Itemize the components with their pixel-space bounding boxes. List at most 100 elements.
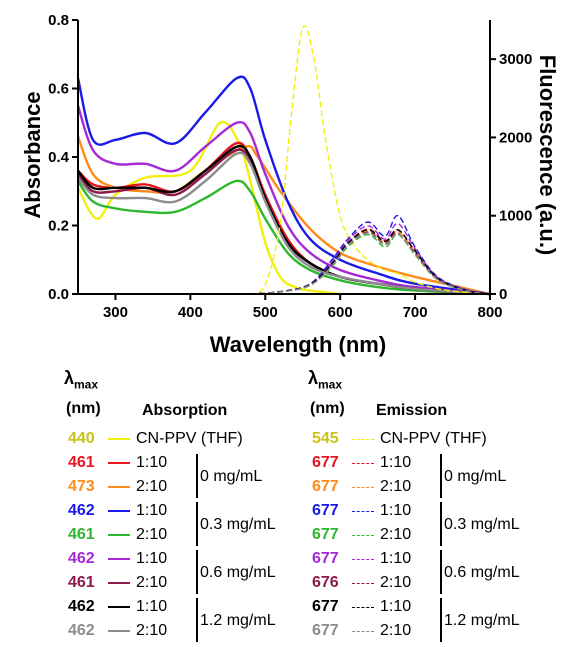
ratio-label: 1:10 bbox=[380, 598, 412, 615]
legend-swatch bbox=[352, 438, 374, 440]
concentration-label: 0.3 mg/mL bbox=[200, 516, 276, 533]
absorption-legend-row: 461 2:10 bbox=[68, 524, 170, 546]
legend-swatch bbox=[352, 510, 374, 512]
legend-swatch bbox=[352, 582, 374, 584]
ratio-label: 2:10 bbox=[136, 622, 168, 639]
y-right-tick-label-1: 1000 bbox=[499, 208, 532, 225]
max-subscript: max bbox=[318, 377, 343, 392]
concentration-label: 0.6 mg/mL bbox=[444, 564, 520, 581]
lambda-max-value: 461 bbox=[68, 454, 95, 471]
ratio-label: CN-PPV (THF) bbox=[380, 430, 487, 447]
y-right-tick-label-2: 2000 bbox=[499, 129, 532, 146]
concentration-label: 0.6 mg/mL bbox=[200, 564, 276, 581]
group-bracket bbox=[196, 454, 198, 498]
absorption-legend-row: 462 2:10 bbox=[68, 620, 170, 642]
lambda-max-value: 462 bbox=[68, 598, 95, 615]
absorption-title: Absorption bbox=[142, 402, 228, 419]
absorption-line-5 bbox=[76, 105, 491, 296]
legend-swatch bbox=[108, 606, 130, 608]
lambda-max-value: 461 bbox=[68, 574, 95, 591]
plot-area: 300 400 500 600 700 800 0.0 0.2 0.4 0.6 0.8 0 1000 20… bbox=[48, 12, 532, 321]
legend-swatch bbox=[108, 558, 130, 560]
legend-swatch bbox=[108, 462, 130, 464]
em-nm-label: (nm) bbox=[310, 400, 345, 417]
absorption-line-6 bbox=[77, 148, 491, 296]
absorption-legend-row: 462 1:10 bbox=[68, 500, 170, 522]
concentration-label: 0 mg/mL bbox=[200, 468, 263, 485]
x-axis-title: Wavelength (nm) bbox=[210, 332, 386, 357]
legend-swatch bbox=[108, 486, 130, 488]
emission-legend-row: 677 2:10 bbox=[312, 620, 414, 642]
absorption-legend-row: 461 1:10 bbox=[68, 452, 170, 474]
group-bracket bbox=[440, 502, 442, 546]
legend-swatch bbox=[108, 630, 130, 632]
x-tick-label-1: 400 bbox=[178, 304, 203, 321]
ratio-label: 2:10 bbox=[380, 574, 412, 591]
lambda-max-value: 440 bbox=[68, 430, 95, 447]
lambda-symbol: λ bbox=[64, 368, 75, 388]
emission-legend-row: 677 1:10 bbox=[312, 548, 414, 570]
lambda-max-value: 461 bbox=[68, 526, 95, 543]
group-bracket bbox=[196, 502, 198, 546]
y-right-tick-label-0: 0 bbox=[499, 286, 507, 303]
legend-swatch bbox=[352, 486, 374, 488]
emission-legend-row: 676 2:10 bbox=[312, 572, 414, 594]
y-left-tick-label-0: 0.0 bbox=[48, 286, 69, 303]
ratio-label: 2:10 bbox=[380, 526, 412, 543]
em-lambda-max-label: λmax bbox=[308, 368, 342, 392]
ratio-label: 1:10 bbox=[136, 550, 168, 567]
absorption-line-0 bbox=[76, 120, 341, 296]
lambda-max-value: 677 bbox=[312, 478, 339, 495]
y-left-tick-label-2: 0.4 bbox=[48, 149, 70, 166]
absorption-legend-row: 461 2:10 bbox=[68, 572, 170, 594]
ratio-label: 1:10 bbox=[380, 550, 412, 567]
group-bracket bbox=[440, 454, 442, 498]
lambda-max-value: 462 bbox=[68, 622, 95, 639]
spectra-chart: 300 400 500 600 700 800 0.0 0.2 0.4 0.6 0.8 0 1000 20… bbox=[20, 12, 560, 357]
x-tick-label-3: 600 bbox=[328, 304, 353, 321]
emission-legend-row: 677 1:10 bbox=[312, 452, 414, 474]
legend-swatch bbox=[108, 582, 130, 584]
lambda-max-value: 677 bbox=[312, 598, 339, 615]
x-tick-label-5: 800 bbox=[477, 304, 502, 321]
y-left-tick-label-1: 0.2 bbox=[48, 218, 69, 235]
legend-swatch bbox=[352, 462, 374, 464]
ratio-label: 1:10 bbox=[136, 598, 168, 615]
y-right-tick-label-3: 3000 bbox=[499, 51, 532, 68]
ratio-label: 2:10 bbox=[136, 478, 168, 495]
lambda-max-value: 545 bbox=[312, 430, 339, 447]
lambda-max-value: 677 bbox=[312, 550, 339, 567]
ratio-label: 2:10 bbox=[380, 478, 412, 495]
ratio-label: 2:10 bbox=[380, 622, 412, 639]
x-tick-label-0: 300 bbox=[103, 304, 128, 321]
y-left-tick-label-3: 0.6 bbox=[48, 81, 69, 98]
emission-legend-row: 677 2:10 bbox=[312, 476, 414, 498]
legend-swatch bbox=[352, 534, 374, 536]
emission-title: Emission bbox=[376, 402, 448, 419]
abs-nm-label: (nm) bbox=[66, 400, 101, 417]
absorption-legend-row: 440 CN-PPV (THF) bbox=[68, 428, 243, 450]
lambda-max-value: 462 bbox=[68, 550, 95, 567]
lambda-max-value: 677 bbox=[312, 454, 339, 471]
abs-lambda-max-label: λmax bbox=[64, 368, 98, 392]
ratio-label: 1:10 bbox=[136, 454, 168, 471]
emission-legend-row: 677 2:10 bbox=[312, 524, 414, 546]
concentration-label: 1.2 mg/mL bbox=[444, 612, 520, 629]
lambda-max-value: 676 bbox=[312, 574, 339, 591]
emission-legend-row: 677 1:10 bbox=[312, 500, 414, 522]
lambda-max-value: 677 bbox=[312, 526, 339, 543]
lambda-max-value: 462 bbox=[68, 502, 95, 519]
ratio-label: CN-PPV (THF) bbox=[136, 430, 243, 447]
emission-legend-row: 677 1:10 bbox=[312, 596, 414, 618]
ratio-label: 2:10 bbox=[136, 526, 168, 543]
absorption-legend-row: 462 1:10 bbox=[68, 548, 170, 570]
lambda-max-value: 677 bbox=[312, 622, 339, 639]
y-axis-right-title: Fluorescence (a.u.) bbox=[535, 55, 560, 256]
legend-swatch bbox=[108, 438, 130, 440]
emission-line-0 bbox=[249, 25, 491, 295]
concentration-label: 0 mg/mL bbox=[444, 468, 507, 485]
ratio-label: 2:10 bbox=[136, 574, 168, 591]
legend-swatch bbox=[352, 558, 374, 560]
legend-swatch bbox=[108, 510, 130, 512]
emission-line-8 bbox=[250, 232, 491, 295]
